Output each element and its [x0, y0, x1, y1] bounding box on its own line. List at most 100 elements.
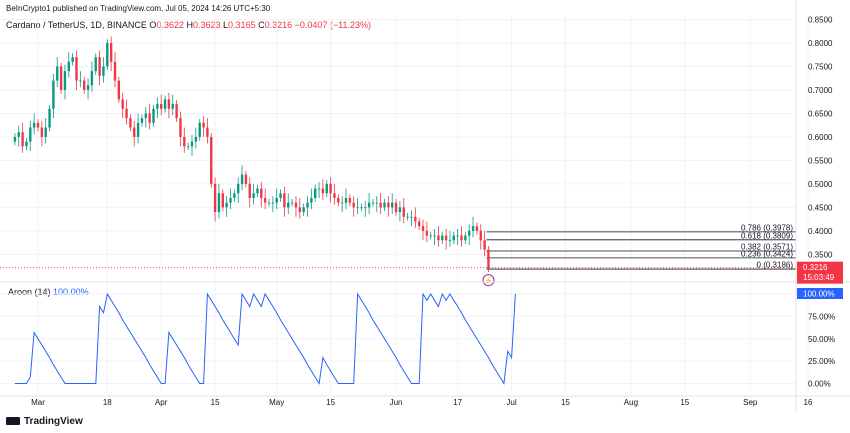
price-tick-label: 0.6000 — [808, 133, 833, 142]
brand-name: TradingView — [24, 416, 83, 427]
candle-body — [479, 230, 482, 241]
candle-body — [233, 193, 236, 198]
candle-body — [344, 197, 348, 203]
price-tick-label: 0.7000 — [808, 86, 833, 95]
candle-body — [186, 146, 190, 148]
candle-body — [348, 197, 352, 203]
price-tick-label: 0.6500 — [808, 109, 833, 118]
fib-level-label: 0 (0.3186) — [757, 261, 794, 270]
candle-body — [75, 57, 78, 81]
event-marker-icon — [482, 274, 495, 287]
candle-body — [271, 202, 275, 204]
candle-body — [225, 202, 228, 208]
time-tick-label: 15 — [211, 398, 220, 407]
candle-body — [287, 202, 290, 208]
candle-body — [460, 235, 463, 241]
symbol-name: Cardano / TetherUS, 1D, BINANCE — [6, 20, 147, 30]
candle-body — [21, 132, 24, 147]
candle-body — [98, 57, 101, 76]
candle-body — [102, 66, 105, 76]
candle-body — [59, 66, 63, 90]
close-label: C — [258, 20, 265, 30]
candle-body — [471, 226, 475, 231]
candle-body — [13, 136, 17, 142]
candle-body — [429, 235, 432, 237]
candle-body — [337, 197, 340, 203]
candle-body — [71, 57, 74, 62]
candle-body — [221, 193, 224, 208]
candles: ⚡ — [0, 36, 796, 287]
price-tick-label: 0.5500 — [808, 156, 833, 165]
candle-body — [183, 136, 186, 147]
candle-body — [279, 193, 282, 198]
candle-body — [121, 99, 124, 109]
candle-body — [310, 197, 313, 203]
candle-body — [464, 235, 467, 241]
candle-body — [25, 141, 28, 147]
candle-body — [240, 174, 244, 184]
candle-body — [17, 132, 20, 137]
time-tick-label: 15 — [680, 398, 689, 407]
time-tick-label: 15 — [561, 398, 570, 407]
candle-body — [294, 202, 298, 208]
candle-body — [414, 216, 417, 222]
candle-body — [437, 235, 440, 241]
time-tick-label: May — [269, 398, 284, 407]
candle-body — [194, 136, 198, 142]
candle-body — [244, 174, 248, 184]
event-marker-glyph: ⚡ — [484, 276, 493, 285]
aroon-legend: Aroon (14) 100.00% — [8, 287, 89, 297]
candle-body — [67, 61, 70, 72]
candle-body — [329, 183, 332, 194]
candle-body — [144, 113, 147, 119]
time-tick-label: 17 — [453, 398, 462, 407]
candle-body — [252, 193, 255, 198]
candle-body — [275, 197, 278, 203]
candle-body — [333, 193, 336, 198]
candle-body — [140, 118, 144, 123]
fib-level-label: 0.236 (0.3424) — [741, 249, 793, 258]
time-tick-label: 15 — [326, 398, 335, 407]
change-value: −0.0407 (−11.23%) — [294, 20, 372, 30]
candle-body — [171, 104, 174, 109]
candle-body — [175, 104, 178, 119]
open-value: 0.3622 — [156, 20, 184, 30]
candle-body — [152, 108, 155, 123]
price-tick-label: 0.3500 — [808, 250, 833, 259]
candle-body — [371, 202, 375, 204]
low-value: 0.3165 — [228, 20, 256, 30]
candle-body — [83, 80, 86, 90]
price-tick-label: 0.4000 — [808, 227, 833, 236]
candle-body — [360, 207, 363, 209]
low-label: L — [223, 20, 229, 30]
aroon-line — [14, 292, 516, 385]
candle-body — [356, 207, 359, 209]
candle-body — [417, 221, 421, 227]
candle-body — [148, 113, 151, 123]
candle-body — [52, 80, 55, 109]
candle-body — [179, 118, 182, 137]
candle-body — [298, 207, 301, 213]
candle-body — [133, 127, 136, 137]
candle-body — [321, 188, 325, 194]
price-tick-label: 0.4500 — [808, 203, 833, 212]
candle-body — [263, 197, 267, 203]
candle-body — [452, 235, 455, 241]
candle-body — [487, 249, 490, 269]
candle-body — [468, 230, 471, 236]
candle-body — [129, 118, 132, 128]
high-value: 0.3623 — [192, 20, 221, 30]
open-label: O — [149, 20, 157, 30]
candle-body — [237, 183, 240, 194]
candle-body — [229, 197, 232, 203]
candle-body — [40, 127, 44, 137]
candle-body — [375, 202, 378, 204]
candle-body — [364, 207, 367, 209]
time-tick-label: 16 — [804, 398, 813, 407]
aroon-pane — [14, 292, 516, 385]
price-tick-label: 0.5000 — [808, 180, 833, 189]
candle-body — [325, 183, 328, 194]
aroon-tick-label: 50.00% — [808, 335, 835, 344]
candle-body — [379, 202, 382, 208]
